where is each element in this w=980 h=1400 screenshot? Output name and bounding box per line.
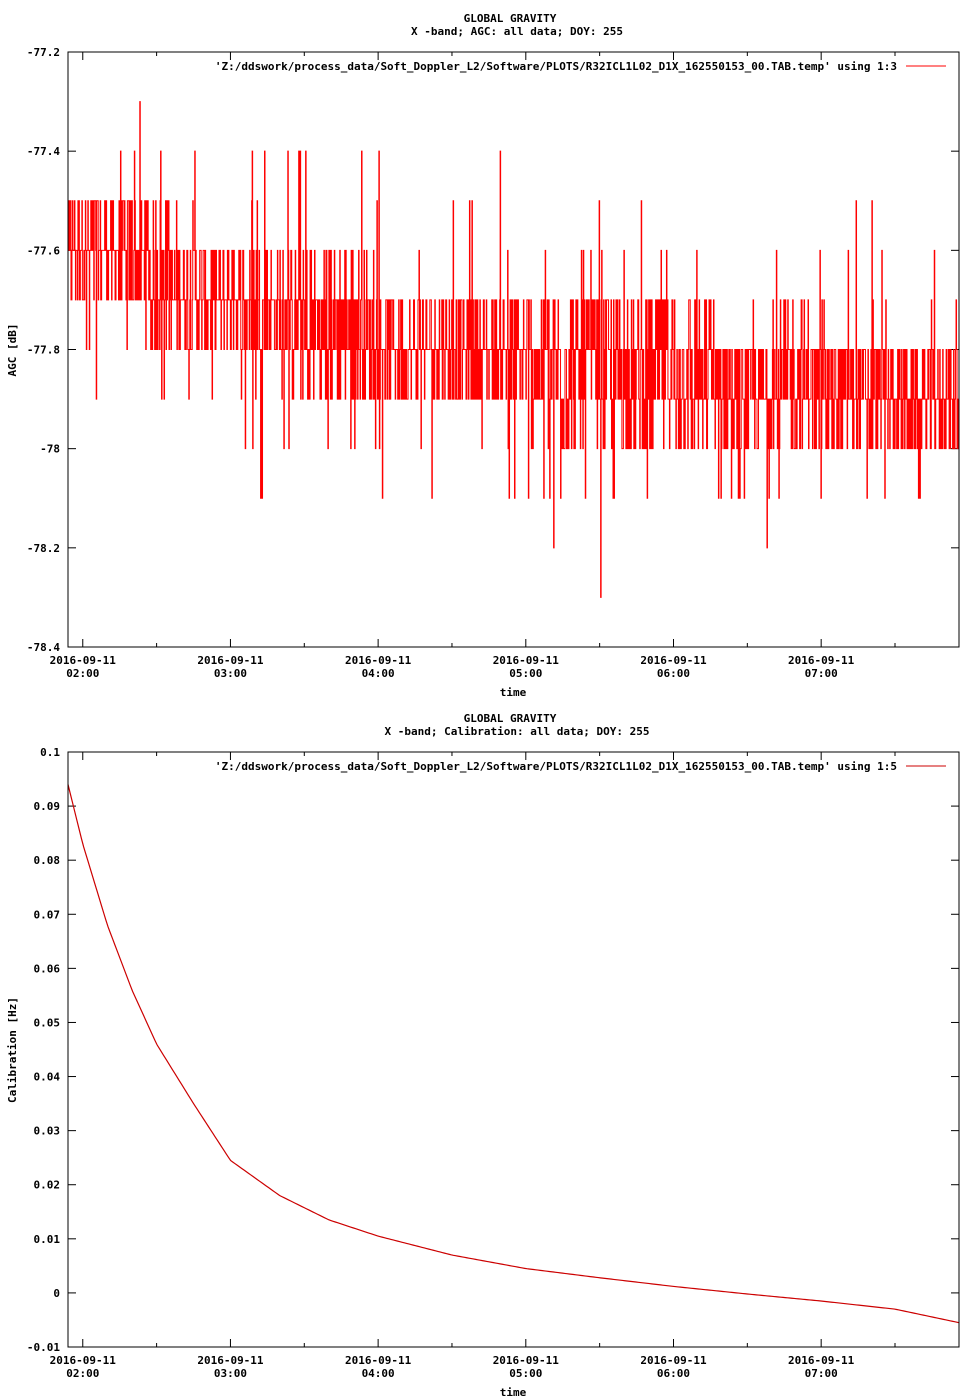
y-tick-label: -78.4	[27, 641, 60, 654]
calibration-chart-title: GLOBAL GRAVITY	[464, 712, 557, 725]
y-tick-label: -77.2	[27, 46, 60, 59]
y-tick-label: 0.04	[34, 1071, 61, 1084]
calibration-y-axis-label: Calibration [Hz]	[6, 997, 19, 1103]
calibration-series	[67, 784, 960, 1324]
y-tick-label: 0.07	[34, 908, 61, 921]
calibration-x-axis-label: time	[500, 1386, 527, 1399]
agc-series	[68, 101, 959, 598]
x-tick-time-label: 07:00	[805, 1367, 838, 1380]
agc-chart-title: GLOBAL GRAVITY	[464, 12, 557, 25]
agc-legend-label: 'Z:/ddswork/process_data/Soft_Doppler_L2…	[215, 60, 897, 73]
x-tick-date-label: 2016-09-11	[640, 654, 707, 667]
calibration-legend-label: 'Z:/ddswork/process_data/Soft_Doppler_L2…	[215, 760, 897, 773]
y-tick-label: -78.2	[27, 542, 60, 555]
y-tick-label: 0	[53, 1287, 60, 1300]
x-tick-date-label: 2016-09-11	[493, 654, 560, 667]
agc-chart-subtitle: X -band; AGC: all data; DOY: 255	[411, 25, 623, 38]
x-tick-time-label: 05:00	[509, 667, 542, 680]
x-tick-time-label: 04:00	[362, 667, 395, 680]
y-tick-label: 0.1	[40, 746, 60, 759]
agc-x-axis-label: time	[500, 686, 527, 699]
x-tick-date-label: 2016-09-11	[197, 654, 264, 667]
x-tick-time-label: 04:00	[362, 1367, 395, 1380]
x-tick-time-label: 06:00	[657, 1367, 690, 1380]
y-tick-label: 0.09	[34, 800, 61, 813]
x-tick-date-label: 2016-09-11	[493, 1354, 560, 1367]
y-tick-label: -77.6	[27, 244, 60, 257]
x-tick-time-label: 03:00	[214, 1367, 247, 1380]
x-tick-time-label: 03:00	[214, 667, 247, 680]
x-tick-time-label: 05:00	[509, 1367, 542, 1380]
x-tick-date-label: 2016-09-11	[345, 654, 412, 667]
x-tick-date-label: 2016-09-11	[345, 1354, 412, 1367]
calibration-chart: GLOBAL GRAVITY X -band; Calibration: all…	[6, 712, 960, 1399]
calibration-axis-ticks	[68, 751, 959, 1348]
x-tick-time-label: 06:00	[657, 667, 690, 680]
calibration-series-line	[67, 784, 960, 1324]
x-tick-date-label: 2016-09-11	[640, 1354, 707, 1367]
agc-x-tick-labels: 2016-09-1102:002016-09-1103:002016-09-11…	[50, 654, 855, 680]
y-tick-label: -0.01	[27, 1341, 60, 1354]
agc-chart: GLOBAL GRAVITY X -band; AGC: all data; D…	[6, 12, 960, 699]
y-tick-label: 0.01	[34, 1233, 61, 1246]
y-tick-label: 0.05	[34, 1016, 61, 1029]
calibration-chart-subtitle: X -band; Calibration: all data; DOY: 255	[385, 725, 650, 738]
y-tick-label: -77.4	[27, 145, 60, 158]
x-tick-time-label: 07:00	[805, 667, 838, 680]
x-tick-date-label: 2016-09-11	[788, 654, 855, 667]
x-tick-date-label: 2016-09-11	[50, 654, 117, 667]
y-tick-label: 0.08	[34, 854, 61, 867]
calibration-y-tick-labels: 0.1 0.09 0.08 0.07 0.06 0.05 0.04 0.03 0.02 0.01 0…	[27, 746, 60, 1354]
x-tick-time-label: 02:00	[66, 667, 99, 680]
calibration-plot-frame	[67, 751, 960, 1348]
x-tick-date-label: 2016-09-11	[197, 1354, 264, 1367]
x-tick-date-label: 2016-09-11	[788, 1354, 855, 1367]
y-tick-label: 0.03	[34, 1125, 61, 1138]
x-tick-time-label: 02:00	[66, 1367, 99, 1380]
agc-y-tick-labels: -77.2 -77.4 -77.6 -77.8 -78 -78.2 -78.4	[27, 46, 60, 654]
agc-series-line	[68, 101, 959, 598]
y-tick-label: -78	[40, 443, 60, 456]
y-tick-label: 0.06	[34, 962, 61, 975]
agc-plot-frame	[67, 51, 960, 648]
y-tick-label: 0.02	[34, 1179, 61, 1192]
calibration-x-tick-labels: 2016-09-1102:002016-09-1103:002016-09-11…	[50, 1354, 855, 1380]
agc-y-axis-label: AGC [dB]	[6, 324, 19, 377]
x-tick-date-label: 2016-09-11	[50, 1354, 117, 1367]
y-tick-label: -77.8	[27, 344, 60, 357]
